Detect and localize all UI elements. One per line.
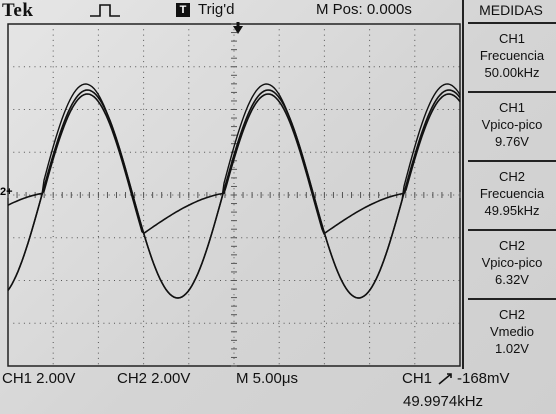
channel-2-trace (7, 93, 461, 235)
menu-item-measure: Vmedio (489, 324, 535, 339)
menu-item-measure: Frecuencia (479, 48, 545, 63)
menu-title: MEDIDAS (479, 2, 543, 18)
menu-item-channel: CH2 (498, 238, 525, 253)
menu-item-ch1-peak-to-peak[interactable]: CH1 Vpico-pico 9.76V (468, 91, 556, 155)
menu-item-measure: Vpico-pico (481, 117, 543, 132)
menu-item-measure: Frecuencia (479, 186, 545, 201)
brand-logo: Tek (2, 0, 34, 21)
trigger-frequency: 49.9974kHz (403, 393, 484, 410)
ch2-vertical-scale: CH2 2.00V (117, 370, 191, 387)
graticule-grid (7, 23, 461, 367)
menu-item-value: 50.00kHz (484, 65, 540, 80)
channel-2-label: 2+ (0, 186, 13, 198)
channel-2-marker: 2+ (0, 186, 13, 198)
waveform-display: 2+ (0, 22, 461, 367)
channel-1-trace-outer (7, 83, 461, 299)
trigger-status: Trig'd (198, 1, 235, 18)
trigger-position-marker (233, 22, 243, 34)
menu-item-value: 1.02V (495, 341, 529, 356)
menu-item-ch2-mean[interactable]: CH2 Vmedio 1.02V (468, 298, 556, 369)
horizontal-position: M Pos: 0.000s (316, 1, 412, 18)
top-status-bar: Tek T Trig'd M Pos: 0.000s (0, 0, 462, 22)
menu-item-value: 6.32V (495, 272, 529, 287)
menu-item-channel: CH2 (498, 169, 525, 184)
trigger-source: CH1 (402, 370, 433, 387)
timebase-readout: M 5.00μs (236, 370, 298, 387)
menu-item-measure: Vpico-pico (481, 255, 543, 270)
menu-item-ch1-frequency[interactable]: CH1 Frecuencia 50.00kHz (468, 22, 556, 86)
trigger-level: -168mV (457, 370, 510, 387)
menu-item-ch2-peak-to-peak[interactable]: CH2 Vpico-pico 6.32V (468, 229, 556, 293)
trigger-slope-icon (438, 373, 452, 385)
menu-item-channel: CH1 (498, 31, 525, 46)
acquisition-run-icon (90, 4, 120, 17)
menu-item-value: 49.95kHz (484, 203, 540, 218)
menu-item-channel: CH2 (498, 307, 525, 322)
ch1-vertical-scale: CH1 2.00V (2, 370, 76, 387)
menu-item-value: 9.76V (495, 134, 529, 149)
measurements-menu: MEDIDAS CH1 Frecuencia 50.00kHz CH1 Vpic… (462, 0, 556, 369)
menu-item-channel: CH1 (498, 100, 525, 115)
menu-item-ch2-frequency[interactable]: CH2 Frecuencia 49.95kHz (468, 160, 556, 224)
trigger-state-icon: T (176, 3, 190, 17)
